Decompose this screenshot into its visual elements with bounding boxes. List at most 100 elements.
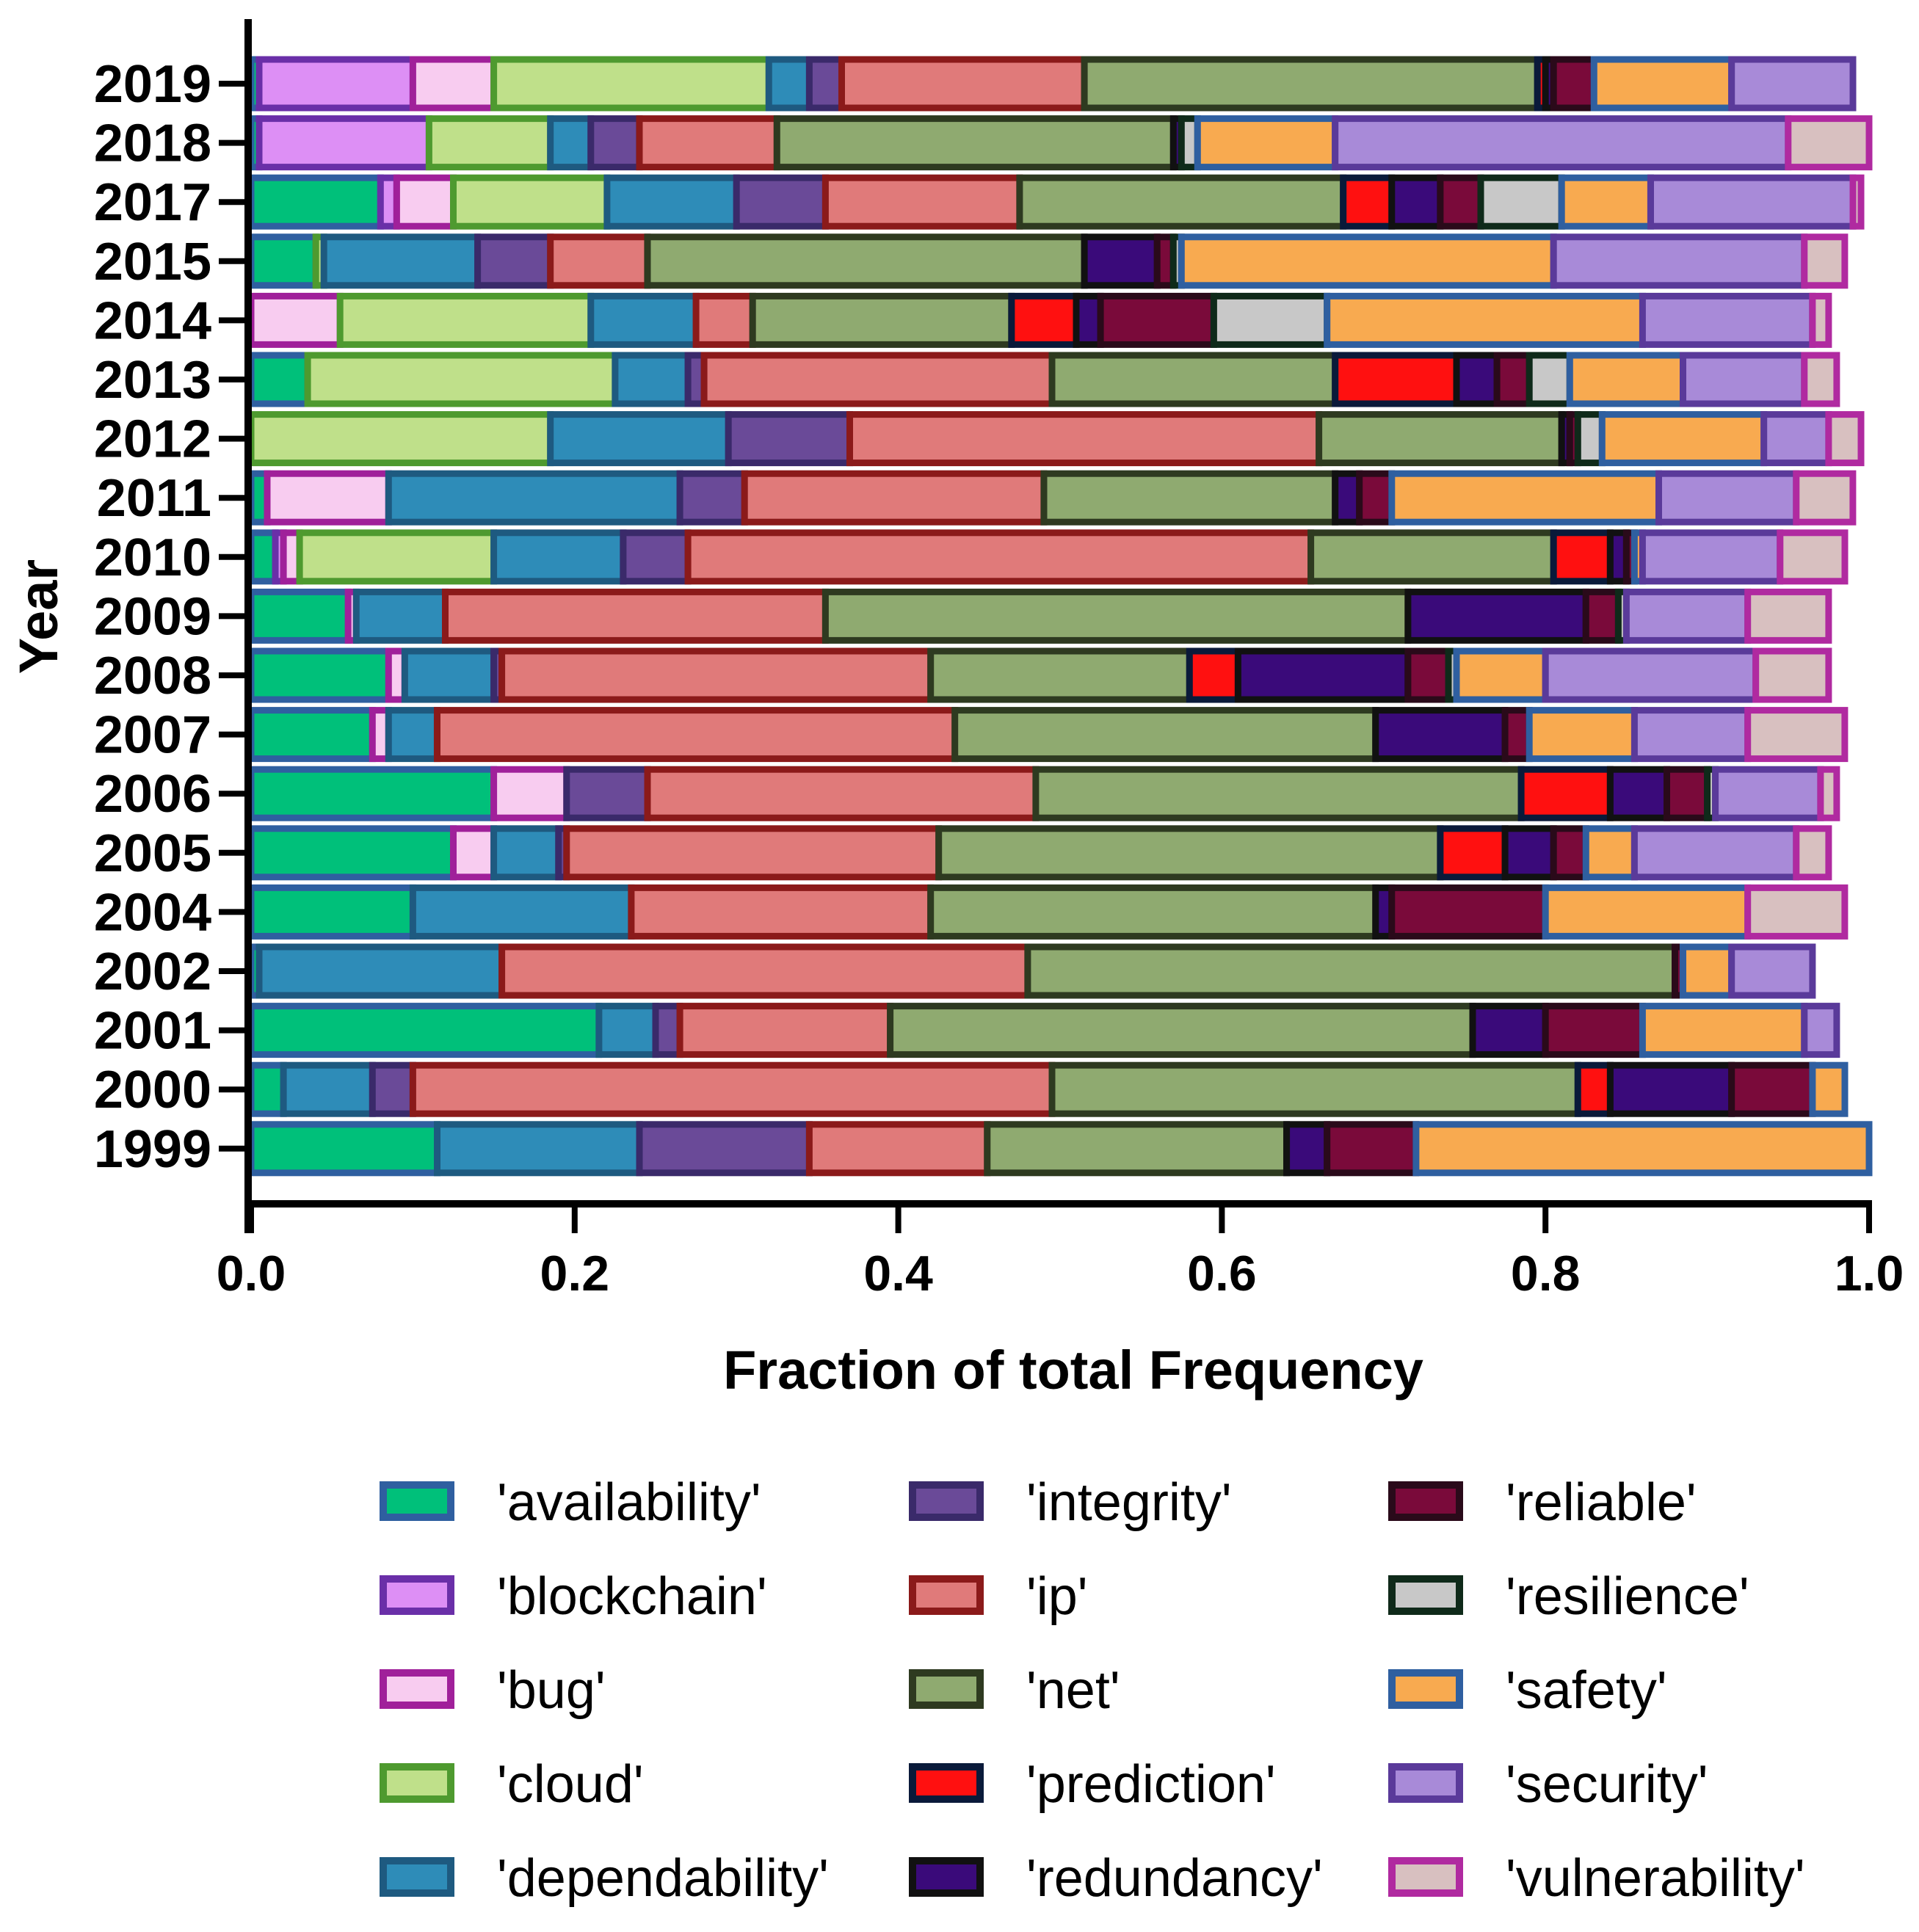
- bar-2011-vulnerability: [1793, 470, 1857, 526]
- bar-2011-ip: [741, 470, 1048, 526]
- y-tick-label: 2002: [94, 943, 211, 1001]
- bar-2007-safety: [1526, 707, 1638, 763]
- legend-swatch: [909, 1575, 984, 1615]
- bar-2017-redundancy: [1388, 174, 1444, 230]
- bar-2018-integrity: [587, 115, 643, 171]
- bar-2005-ip: [563, 825, 943, 881]
- legend-swatch: [1388, 1575, 1463, 1615]
- bar-2017-safety: [1558, 174, 1654, 230]
- y-tick-label: 2011: [97, 469, 211, 528]
- bar-2001-ip: [676, 1003, 894, 1058]
- bar-2005-prediction: [1437, 825, 1509, 881]
- bar-2012-resilience: [1574, 411, 1606, 467]
- bar-2013-reliable: [1493, 352, 1533, 407]
- bar-2001-redundancy: [1469, 1003, 1549, 1058]
- bar-2006-security: [1712, 766, 1824, 821]
- bar-2002-net: [1024, 943, 1678, 999]
- legend-label: 'dependability': [497, 1849, 829, 1908]
- bar-1999-redundancy: [1283, 1121, 1331, 1177]
- bar-1999-dependability: [434, 1121, 643, 1177]
- bar-2017-integrity: [733, 174, 829, 230]
- bar-2005-security: [1630, 825, 1800, 881]
- bar-2018-net: [773, 115, 1177, 171]
- bar-2013-ip: [700, 352, 1056, 407]
- bar-2000-integrity: [369, 1061, 416, 1117]
- bar-2009-ip: [442, 588, 829, 644]
- bar-2013-prediction: [1332, 352, 1460, 407]
- bar-2007-vulnerability: [1744, 707, 1849, 763]
- bar-2012-integrity: [725, 411, 854, 467]
- bar-2015-ip: [547, 233, 651, 289]
- bar-2005-safety: [1582, 825, 1638, 881]
- bar-2017-net: [1016, 174, 1347, 230]
- legend-swatch: [1388, 1857, 1463, 1897]
- legend-label: 'cloud': [497, 1755, 644, 1814]
- legend-label: 'availability': [497, 1473, 761, 1532]
- bar-2002-ip: [498, 943, 1031, 999]
- bar-2001-net: [887, 1003, 1476, 1058]
- legend-label: 'ip': [1026, 1567, 1088, 1626]
- bar-2010-prediction: [1550, 529, 1614, 585]
- x-tick-label: 0.4: [863, 1246, 933, 1301]
- y-tick-label: 2017: [94, 173, 211, 232]
- bar-2010-cloud: [296, 529, 498, 585]
- bar-2010-dependability: [490, 529, 627, 585]
- legend-label: 'vulnerability': [1506, 1849, 1805, 1908]
- bar-2002-security: [1728, 943, 1816, 999]
- bar-2005-dependability: [490, 825, 562, 881]
- bar-2014-reliable: [1097, 292, 1217, 348]
- bar-2004-availability: [247, 884, 416, 940]
- bar-2000-dependability: [280, 1061, 376, 1117]
- legend-label: 'resilience': [1506, 1567, 1749, 1626]
- bar-2009-reliable: [1582, 588, 1622, 644]
- legend-swatch: [1388, 1481, 1463, 1521]
- bar-2008-reliable: [1404, 647, 1452, 703]
- bar-2008-redundancy: [1234, 647, 1412, 703]
- bar-2017-prediction: [1340, 174, 1396, 230]
- bar-1999-safety: [1412, 1121, 1873, 1177]
- bar-1999-integrity: [636, 1121, 813, 1177]
- y-tick-label: 2007: [94, 706, 211, 765]
- legend-swatch: [1388, 1763, 1463, 1803]
- bar-2019-bug: [409, 56, 498, 112]
- bar-2011-dependability: [385, 470, 683, 526]
- legend-swatch: [380, 1481, 454, 1521]
- bar-2009-redundancy: [1404, 588, 1589, 644]
- bar-2019-security: [1728, 56, 1857, 112]
- bar-2001-safety: [1639, 1003, 1808, 1058]
- bar-2006-net: [1032, 766, 1525, 821]
- bar-2014-security: [1639, 292, 1816, 348]
- bars-layer: [247, 56, 1873, 1177]
- bar-2005-availability: [247, 825, 457, 881]
- bar-2019-dependability: [765, 56, 813, 112]
- bar-2008-availability: [247, 647, 392, 703]
- bar-2007-dependability: [385, 707, 440, 763]
- bar-2011-bug: [264, 470, 392, 526]
- bar-2012-dependability: [547, 411, 732, 467]
- bar-2019-net: [1081, 56, 1541, 112]
- bar-2010-availability: [247, 529, 279, 585]
- bar-2011-integrity: [676, 470, 748, 526]
- bar-2014-bug: [247, 292, 344, 348]
- x-axis-label: Fraction of total Frequency: [723, 1340, 1423, 1401]
- bar-2009-net: [821, 588, 1412, 644]
- bar-2017-cloud: [450, 174, 611, 230]
- bar-2018-blockchain: [255, 115, 432, 171]
- legend-label: 'redundancy': [1026, 1849, 1323, 1908]
- bar-1999-availability: [247, 1121, 440, 1177]
- bar-2001-availability: [247, 1003, 603, 1058]
- bar-2015-net: [644, 233, 1088, 289]
- x-tick-labels: 0.0 0.2 0.4 0.6 0.8 1.0: [217, 1246, 1904, 1301]
- bar-2004-safety: [1542, 884, 1752, 940]
- bar-2006-bug: [490, 766, 570, 821]
- bar-2011-safety: [1388, 470, 1663, 526]
- bar-2006-ip: [644, 766, 1040, 821]
- legend-label: 'net': [1026, 1661, 1120, 1720]
- bar-2018-security: [1332, 115, 1792, 171]
- legend-swatch: [380, 1669, 454, 1709]
- bar-2019-reliable: [1550, 56, 1597, 112]
- bar-2018-cloud: [425, 115, 554, 171]
- bar-2008-dependability: [401, 647, 498, 703]
- bar-2005-redundancy: [1501, 825, 1557, 881]
